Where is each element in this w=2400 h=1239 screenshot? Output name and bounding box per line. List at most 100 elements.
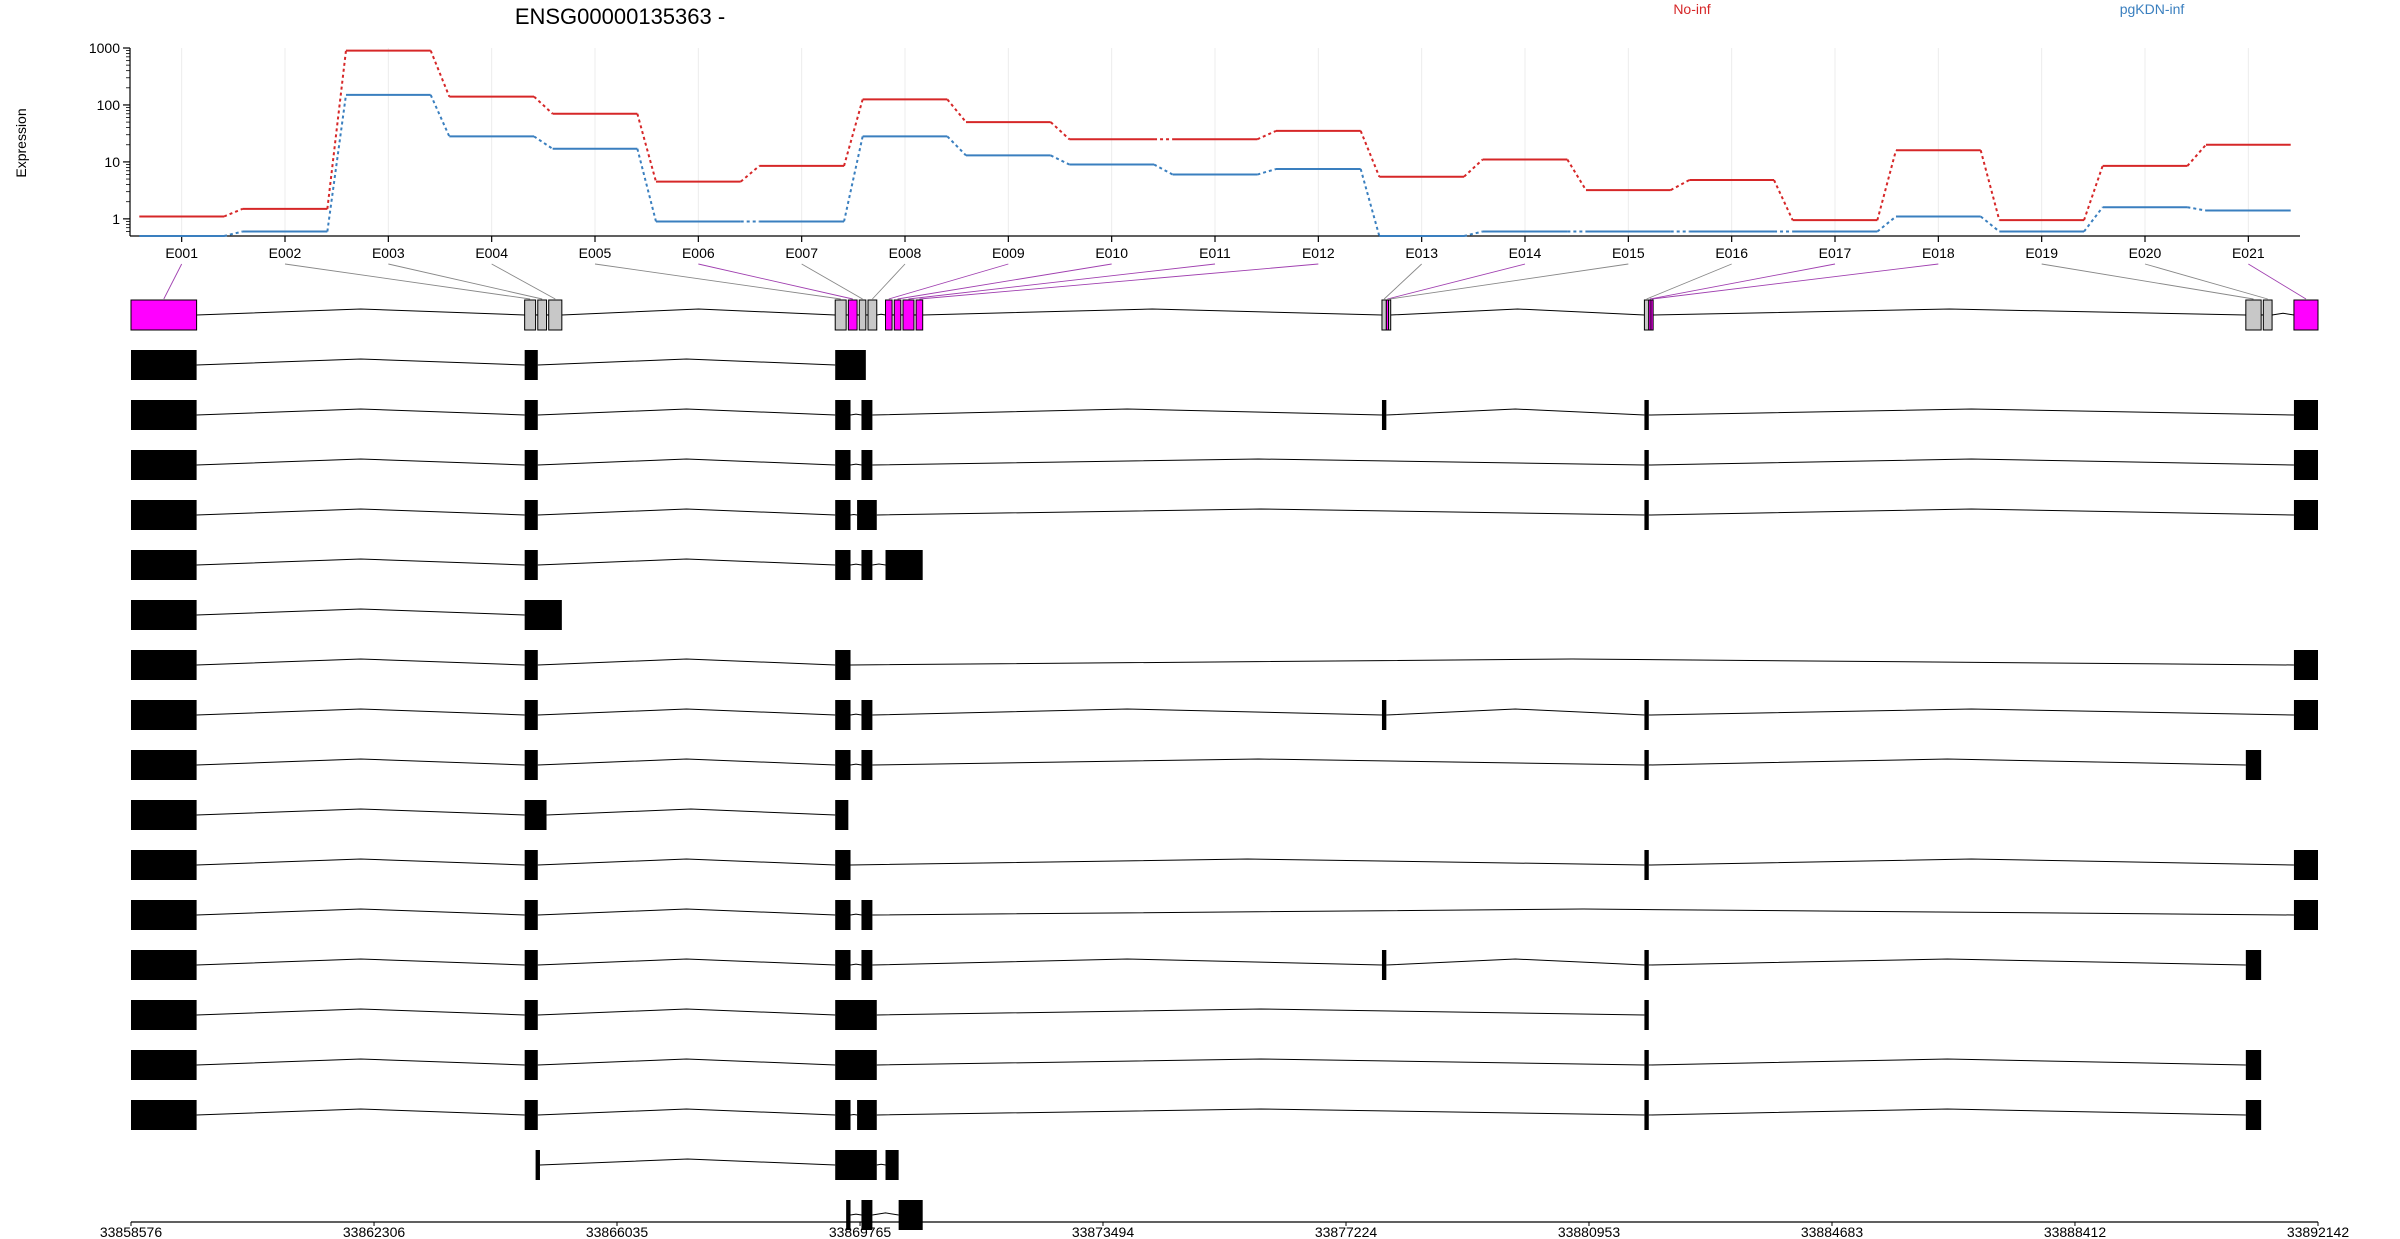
gene-model-intron <box>561 308 836 316</box>
transcript-13-exon-5 <box>1381 950 1387 980</box>
y-tick-label-10: 10 <box>104 154 120 170</box>
transcript-8-intron <box>1648 708 2294 716</box>
transcript-4-exon-5 <box>1644 500 1649 530</box>
x-tick-label-e015: E015 <box>1612 245 1645 261</box>
transcript-5-exon-4 <box>861 550 873 580</box>
series-pgkdn-inf-connector <box>223 230 243 237</box>
transcript-2-intron <box>537 408 836 416</box>
transcript-15-intron <box>876 1058 1645 1066</box>
transcript-13-intron <box>537 958 836 966</box>
transcript-4-exon-6 <box>2293 500 2318 530</box>
transcript-4-intron <box>850 513 858 516</box>
transcript-14-intron <box>537 1008 836 1016</box>
exon-link-e009 <box>888 263 1009 300</box>
transcript-4-intron <box>1648 508 2294 516</box>
series-no-inf-connector <box>1050 121 1070 140</box>
transcript-3-exon-3 <box>835 450 851 480</box>
exon-link-e010 <box>897 263 1112 300</box>
series-no-inf-connector <box>843 99 864 167</box>
expression-plot: 1 10 100 1000 E001 E002 E003 E004 E005 E006 E007 E0… <box>89 40 2300 261</box>
transcript-11-intron <box>1648 858 2294 866</box>
transcript-11-intron <box>196 858 525 866</box>
series-no-inf-connector <box>533 95 554 115</box>
transcript-15-exon-4 <box>1644 1050 1649 1080</box>
x-tick-label-e014: E014 <box>1509 245 1542 261</box>
transcript-7-exon-3 <box>835 650 851 680</box>
transcript-5-exon-1 <box>131 550 197 580</box>
exon-link-e005 <box>594 263 841 300</box>
genomic-tick-label-8: 33884683 <box>1801 1224 1864 1239</box>
transcript-11-exon-1 <box>131 850 197 880</box>
transcript-14-exon-2 <box>524 1000 538 1030</box>
transcript-3-intron <box>196 458 525 466</box>
series-no-inf-connector <box>1566 159 1587 191</box>
transcript-11-intron <box>850 858 1645 866</box>
transcript-8-intron <box>850 713 862 716</box>
transcript-7-exon-1 <box>131 650 197 680</box>
transcript-15-intron <box>1648 1058 2246 1066</box>
transcript-8-exon-3 <box>835 700 851 730</box>
transcript-8-intron <box>1386 708 1645 716</box>
transcript-11-exon-3 <box>835 850 851 880</box>
series-pgkdn-inf-connector <box>429 94 451 137</box>
transcript-15-intron <box>196 1058 525 1066</box>
transcript-15-exon-5 <box>2245 1050 2262 1080</box>
transcript-16-exon-4 <box>857 1100 877 1130</box>
transcript-18-intron <box>872 1212 899 1216</box>
transcript-14-intron <box>876 1008 1645 1016</box>
transcript-5-intron <box>850 563 862 566</box>
x-tick-label-e017: E017 <box>1819 245 1852 261</box>
exon-link-lines <box>163 263 2307 300</box>
exon-link-e020 <box>2144 263 2268 300</box>
series-no-inf-connector <box>1773 179 1794 221</box>
transcript-3-exon-1 <box>131 450 197 480</box>
transcript-16-exon-6 <box>2245 1100 2262 1130</box>
transcript-4-intron <box>537 508 836 516</box>
series-no-inf-connector <box>636 113 657 182</box>
gene-model-exon-e010 <box>893 299 902 331</box>
transcript-8-intron <box>872 708 1382 716</box>
transcript-4-exon-1 <box>131 500 197 530</box>
transcript-8-intron <box>537 708 836 716</box>
transcript-16-intron <box>850 1113 858 1116</box>
transcript-5-exon-5 <box>885 550 923 580</box>
transcript-7-intron <box>537 658 836 666</box>
transcript-9-intron <box>850 763 862 766</box>
gene-model-track <box>130 299 2319 331</box>
exon-link-e006 <box>698 263 853 300</box>
series-no-inf-connector <box>946 98 967 123</box>
exon-link-e007 <box>801 263 863 300</box>
exon-link-e018 <box>1652 263 1939 300</box>
transcript-2-exon-4 <box>861 400 873 430</box>
transcript-1-intron <box>537 358 836 366</box>
transcript-5-intron <box>196 558 525 566</box>
genomic-tick-label-4: 33869765 <box>829 1224 892 1239</box>
gene-model-intron <box>1653 308 2246 316</box>
y-tick-label-1000: 1000 <box>89 40 120 56</box>
series-pgkdn-inf-connector <box>2187 206 2207 212</box>
transcript-17-intron <box>876 1163 886 1166</box>
series-pgkdn-inf-connector <box>1980 215 2000 233</box>
series-pgkdn-inf-connector <box>1050 154 1070 166</box>
transcript-3-intron <box>850 463 862 466</box>
gene-model-exon-e015 <box>1388 299 1392 331</box>
gene-model-intron <box>1390 308 1645 316</box>
transcript-13-exon-3 <box>835 950 851 980</box>
x-tick-label-e011: E011 <box>1199 245 1231 261</box>
gene-model-exon-e004 <box>548 299 563 331</box>
x-tick-label-e016: E016 <box>1715 245 1748 261</box>
transcript-18-exon-3 <box>898 1200 923 1230</box>
series-pgkdn-inf-connector <box>946 135 967 157</box>
series-no-inf-connector <box>1876 150 1897 221</box>
series-no-inf-connector <box>429 50 451 98</box>
transcript-10-exon-2 <box>524 800 547 830</box>
series-pgkdn-inf-connector <box>326 94 347 232</box>
transcript-18-exon-2 <box>861 1200 873 1230</box>
y-tick-label-1: 1 <box>112 211 120 227</box>
transcript-3-intron <box>1648 458 2294 466</box>
x-tick-label-e004: E004 <box>475 245 508 261</box>
transcript-15-intron <box>537 1058 836 1066</box>
transcript-3-intron <box>537 458 836 466</box>
transcript-9-intron <box>872 758 1645 766</box>
